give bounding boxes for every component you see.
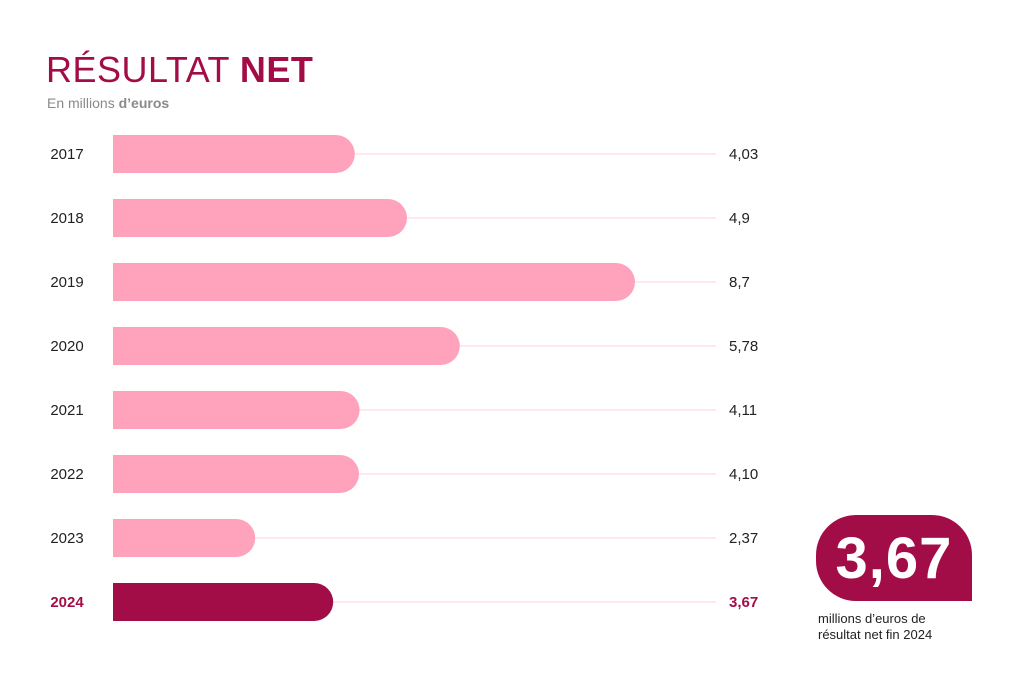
chart-subtitle-part1: En millions [47,95,115,111]
highlight-caption-line1: millions d’euros de [818,611,926,626]
category-label: 2022 [50,466,83,483]
chart-title-part1: RÉSULTAT [46,49,230,90]
value-label: 4,9 [729,210,750,227]
highlight-value: 3,67 [835,525,953,591]
category-label: 2024 [50,594,84,611]
bar [113,135,355,173]
value-label: 4,11 [729,402,757,419]
value-label: 3,67 [729,594,758,611]
bar [113,391,360,429]
bar [113,327,460,365]
bar [113,263,635,301]
bar [113,583,334,621]
chart-subtitle-part2: d’euros [118,95,170,111]
value-label: 4,03 [729,146,758,163]
category-label: 2021 [50,402,83,419]
value-label: 4,10 [729,466,758,483]
value-label: 8,7 [729,274,750,291]
bar [113,519,256,557]
value-label: 5,78 [729,338,758,355]
chart-title-part2: NET [239,49,314,90]
bar [113,455,359,493]
highlight-caption: millions d’euros de résultat net fin 202… [818,611,998,643]
chart-subtitle: En millions d’euros [47,94,169,112]
highlight-caption-line2: résultat net fin 2024 [818,627,933,642]
category-label: 2017 [50,146,83,163]
category-label: 2019 [50,274,83,291]
category-label: 2018 [50,210,83,227]
category-label: 2023 [50,530,83,547]
highlight-badge: 3,67 [816,515,972,601]
category-label: 2020 [50,338,83,355]
value-label: 2,37 [729,530,758,547]
chart-title: RÉSULTAT NET [46,50,313,90]
bar [113,199,407,237]
